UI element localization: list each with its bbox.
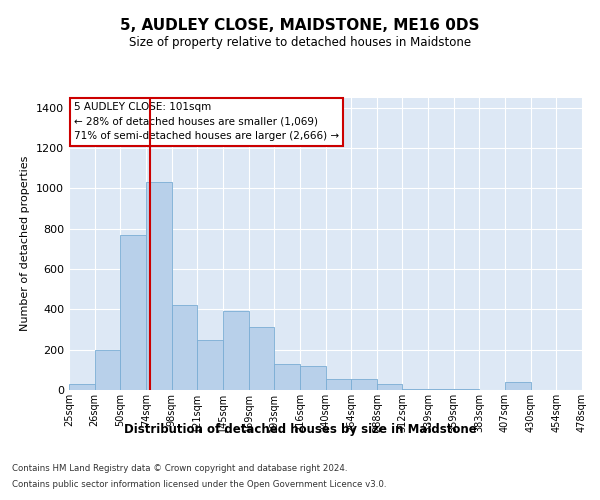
Bar: [69, 384, 95, 390]
Bar: [454, 389, 479, 390]
Bar: [403, 389, 428, 390]
Text: Distribution of detached houses by size in Maidstone: Distribution of detached houses by size …: [124, 422, 476, 436]
Bar: [223, 312, 248, 390]
Bar: [146, 182, 172, 390]
Bar: [300, 366, 325, 390]
Bar: [377, 384, 403, 390]
Bar: [428, 389, 454, 390]
Bar: [325, 379, 351, 390]
Text: Size of property relative to detached houses in Maidstone: Size of property relative to detached ho…: [129, 36, 471, 49]
Bar: [197, 340, 223, 390]
Bar: [351, 379, 377, 390]
Text: Contains public sector information licensed under the Open Government Licence v3: Contains public sector information licen…: [12, 480, 386, 489]
Bar: [172, 306, 197, 390]
Text: 5, AUDLEY CLOSE, MAIDSTONE, ME16 0DS: 5, AUDLEY CLOSE, MAIDSTONE, ME16 0DS: [120, 18, 480, 32]
Text: Contains HM Land Registry data © Crown copyright and database right 2024.: Contains HM Land Registry data © Crown c…: [12, 464, 347, 473]
Bar: [505, 382, 531, 390]
Text: 5 AUDLEY CLOSE: 101sqm
← 28% of detached houses are smaller (1,069)
71% of semi-: 5 AUDLEY CLOSE: 101sqm ← 28% of detached…: [74, 102, 339, 142]
Bar: [95, 350, 121, 390]
Bar: [274, 364, 300, 390]
Bar: [248, 328, 274, 390]
Bar: [121, 234, 146, 390]
Y-axis label: Number of detached properties: Number of detached properties: [20, 156, 31, 332]
